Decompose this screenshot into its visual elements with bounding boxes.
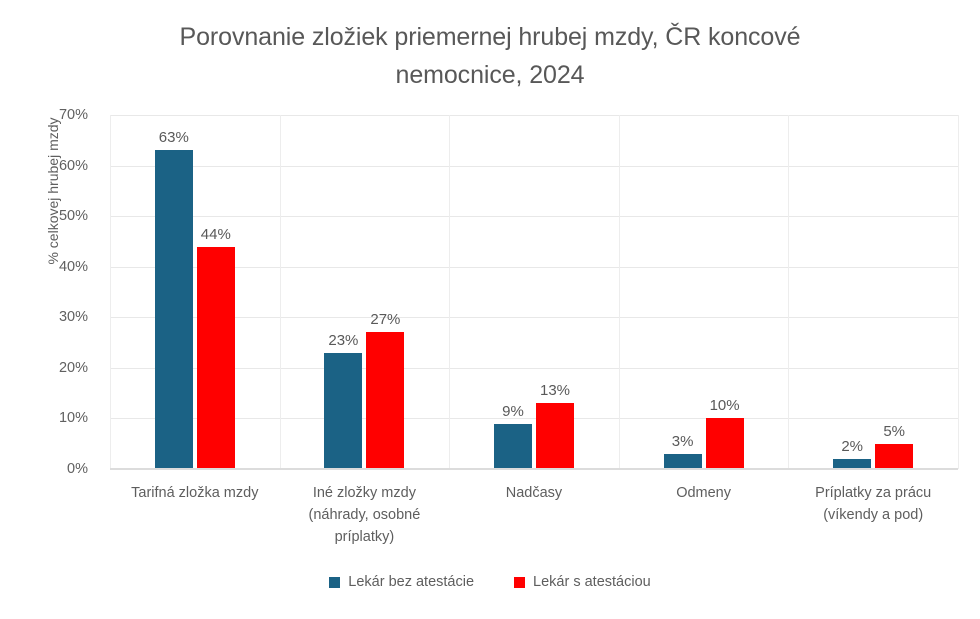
chart-title-line-1: Porovnanie zložiek priemernej hrubej mzd… xyxy=(179,23,801,51)
gridline xyxy=(110,115,958,116)
bar[interactable] xyxy=(324,352,363,469)
x-axis-category-label-line: Nadčasy xyxy=(505,485,563,501)
x-axis-category-label-line: príplatky) xyxy=(334,529,395,545)
x-axis-category-label-line: Príplatky za prácu xyxy=(815,485,932,501)
x-axis-category-label-line: (náhrady, osobné xyxy=(308,507,421,523)
bar-value-label: 44% xyxy=(200,225,231,243)
bar[interactable] xyxy=(196,246,235,469)
bar[interactable] xyxy=(536,403,574,469)
category-divider xyxy=(958,115,959,469)
bar[interactable] xyxy=(154,150,193,469)
y-axis-tick-label: 60% xyxy=(58,157,88,174)
bar[interactable] xyxy=(875,443,914,469)
bar[interactable] xyxy=(366,332,405,469)
bar-value-label: 27% xyxy=(370,311,401,329)
category-divider xyxy=(280,115,281,469)
bar[interactable] xyxy=(705,418,744,469)
x-axis-category-label: Nadčasy xyxy=(449,482,619,504)
x-axis-category-label-line: (víkendy a pod) xyxy=(823,507,924,523)
legend-label: Lekár bez atestácie xyxy=(348,574,475,590)
bar[interactable] xyxy=(663,453,702,469)
legend-swatch-icon xyxy=(514,576,526,588)
legend-label: Lekár s atestáciou xyxy=(533,574,651,590)
plot-area: 63% 44% 23% 27% 9% 13% 3% 10% 2% 5% xyxy=(110,115,959,470)
y-axis-tick-label: 10% xyxy=(58,410,88,427)
y-axis-tick-label: 0% xyxy=(67,461,88,477)
chart-legend: Lekár bez atestácie Lekár s atestáciou xyxy=(0,574,980,590)
category-divider xyxy=(788,115,789,469)
category-divider xyxy=(449,115,450,469)
gridline xyxy=(110,367,958,369)
bar-value-label: 13% xyxy=(539,382,571,400)
x-axis-category-label: Iné zložky mzdy (náhrady, osobné príplatky… xyxy=(280,482,450,548)
x-axis-category-label-line: Tarifná zložka mzdy xyxy=(131,485,259,501)
bar-value-label: 10% xyxy=(709,397,740,415)
gridline xyxy=(110,165,958,167)
x-axis-category-label-line: Iné zložky mzdy xyxy=(312,485,416,501)
category-divider xyxy=(619,115,620,469)
bar-value-label: 2% xyxy=(841,437,864,455)
category-divider xyxy=(110,115,111,469)
x-axis-line xyxy=(110,468,958,470)
bar[interactable] xyxy=(494,423,532,469)
bar-value-label: 9% xyxy=(502,402,524,420)
y-axis-tick-label: 70% xyxy=(58,107,88,123)
gridline xyxy=(110,216,958,218)
legend-item-1[interactable]: Lekár s atestáciou xyxy=(514,574,651,590)
x-axis-category-label: Príplatky za prácu (víkendy a pod) xyxy=(788,482,958,526)
x-axis-category-label: Tarifná zložka mzdy xyxy=(110,482,280,504)
y-axis-tick-label: 40% xyxy=(58,258,88,275)
y-axis-title: % celkovej hrubej mzdy xyxy=(45,117,61,265)
bar-value-label: 23% xyxy=(328,331,359,349)
x-axis-category-label: Odmeny xyxy=(619,482,789,504)
chart-title-line-2: nemocnice, 2024 xyxy=(395,61,585,89)
x-axis-category-label-line: Odmeny xyxy=(676,485,731,501)
y-axis-tick-label: 30% xyxy=(58,309,88,326)
gridline xyxy=(110,317,958,319)
bar-value-label: 3% xyxy=(671,432,694,450)
bar[interactable] xyxy=(833,458,872,469)
bar-value-label: 5% xyxy=(883,422,906,440)
legend-item-0[interactable]: Lekár bez atestácie xyxy=(329,574,474,590)
chart-title: Porovnanie zložiek priemernej hrubej mzd… xyxy=(120,18,860,94)
legend-swatch-icon xyxy=(329,576,341,588)
y-axis-tick-label: 20% xyxy=(58,359,88,376)
gridline xyxy=(110,418,958,420)
gridline xyxy=(110,266,958,268)
y-axis-tick-label: 50% xyxy=(58,208,88,225)
bar-value-label: 63% xyxy=(158,129,189,147)
